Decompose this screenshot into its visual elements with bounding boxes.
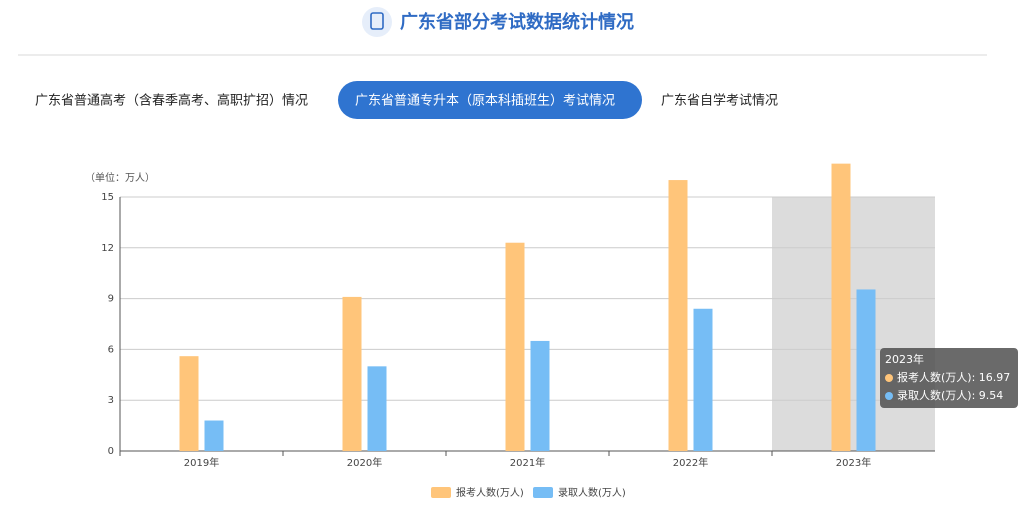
tab[interactable]: 广东省普通专升本（原本科插班生）考试情况: [355, 94, 615, 109]
bar: [204, 420, 224, 451]
chart: （单位：万人） 0 3 6 9 12 15 2019年 2020年 2021年 2022年 2023年…: [85, 163, 1018, 499]
bar: [856, 289, 876, 451]
bar: [179, 356, 199, 451]
unit-label: （单位：万人）: [85, 171, 155, 184]
tab[interactable]: 广东省普通高考（含春季高考、高职扩招）情况: [35, 93, 308, 109]
y-tick-label: 6: [108, 344, 114, 355]
header-title: 广东省部分考试数据统计情况: [400, 11, 634, 33]
bar: [342, 296, 362, 451]
tooltip-title: 2023年: [885, 352, 924, 366]
tooltip-bg: [880, 348, 1018, 408]
bar: [530, 340, 550, 451]
hover-band: [772, 197, 935, 451]
y-tick-label: 15: [101, 192, 114, 203]
tabs: 广东省普通高考（含春季高考、高职扩招）情况 广东省普通专升本（原本科插班生）考试情…: [35, 81, 778, 119]
tooltip-line: 录取人数(万人): 9.54: [897, 389, 1003, 402]
bar: [693, 308, 713, 451]
header-icon: [370, 12, 384, 30]
bar: [668, 180, 688, 452]
y-tick-label: 9: [108, 294, 114, 305]
bar: [367, 366, 387, 451]
legend-swatch: [533, 487, 553, 498]
x-tick-label: 2023年: [836, 456, 871, 469]
y-tick-label: 12: [101, 243, 114, 254]
x-tick-label: 2021年: [510, 456, 545, 469]
x-tick-label: 2020年: [347, 456, 382, 469]
x-tick-label: 2019年: [184, 456, 219, 469]
tooltip-dot: [885, 374, 893, 382]
header-icon-bg: [362, 7, 392, 37]
tab-active-bg: [338, 81, 642, 119]
tooltip-dot: [885, 392, 893, 400]
legend-swatch: [431, 487, 451, 498]
y-tick-label: 0: [108, 446, 114, 457]
y-tick-label: 3: [108, 395, 114, 406]
bar: [831, 163, 851, 451]
legend-label: 报考人数(万人): [456, 486, 524, 499]
tooltip-line: 报考人数(万人): 16.97: [897, 370, 1010, 384]
legend-label: 录取人数(万人): [558, 486, 626, 499]
bar: [505, 242, 525, 451]
tab[interactable]: 广东省自学考试情况: [661, 93, 778, 109]
x-tick-label: 2022年: [673, 456, 708, 469]
